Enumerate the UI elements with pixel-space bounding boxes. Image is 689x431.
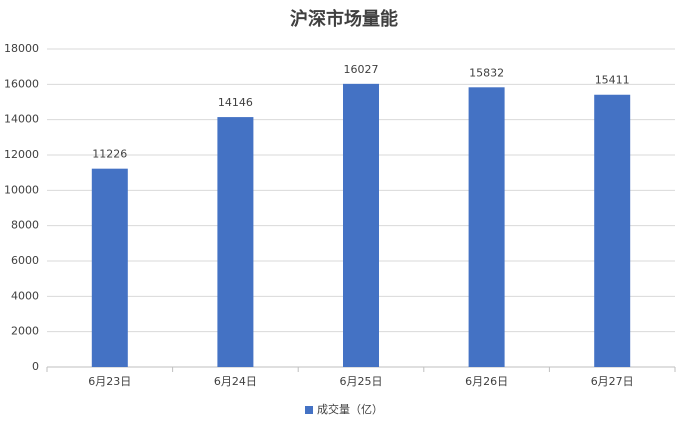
y-tick-label: 10000 bbox=[4, 183, 39, 196]
y-tick-label: 0 bbox=[32, 360, 39, 373]
data-label: 15411 bbox=[595, 74, 630, 87]
data-label: 14146 bbox=[218, 96, 253, 109]
y-tick-label: 14000 bbox=[4, 113, 39, 126]
x-tick-label: 6月25日 bbox=[340, 375, 383, 388]
y-tick-label: 6000 bbox=[11, 254, 39, 267]
y-tick-label: 4000 bbox=[11, 289, 39, 302]
x-tick-label: 6月23日 bbox=[88, 375, 131, 388]
y-tick-label: 2000 bbox=[11, 325, 39, 338]
y-tick-label: 12000 bbox=[4, 148, 39, 161]
data-label: 11226 bbox=[92, 148, 127, 161]
bar bbox=[343, 83, 379, 368]
bar bbox=[217, 117, 254, 367]
chart-title: 沪深市场量能 bbox=[290, 8, 398, 30]
data-label: 16027 bbox=[344, 63, 379, 76]
x-tick-label: 6月27日 bbox=[591, 375, 634, 388]
data-label: 15832 bbox=[469, 66, 504, 79]
x-tick-label: 6月24日 bbox=[214, 375, 257, 388]
x-tick-label: 6月26日 bbox=[465, 375, 508, 388]
y-tick-label: 8000 bbox=[11, 219, 39, 232]
y-tick-label: 18000 bbox=[4, 42, 39, 55]
y-tick-label: 16000 bbox=[4, 77, 39, 90]
bar bbox=[468, 87, 505, 367]
bar bbox=[594, 94, 631, 367]
legend-label: 成交量（亿） bbox=[317, 402, 383, 416]
legend-swatch bbox=[305, 406, 313, 414]
bar bbox=[91, 168, 128, 367]
